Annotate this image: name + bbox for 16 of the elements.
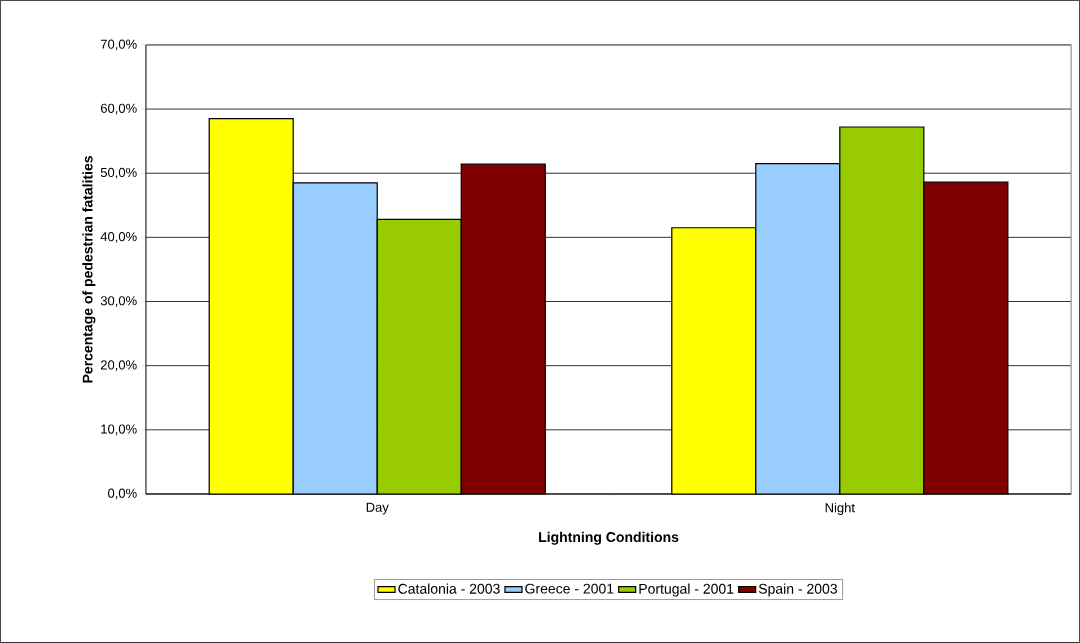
x-axis-title: Lightning Conditions <box>539 531 679 545</box>
y-tick-label: 20,0% <box>100 360 137 372</box>
y-tick-label: 10,0% <box>101 424 137 436</box>
x-tick-label: Night <box>825 502 855 515</box>
y-tick-label: 30,0% <box>100 296 137 307</box>
x-tick-label: Day <box>366 502 389 515</box>
y-axis-title: Percentage of pedestrian fatalities <box>82 156 96 383</box>
legend-label: Catalonia - 2003 <box>398 583 500 594</box>
y-tick-label: 50,0% <box>100 167 137 179</box>
legend-label: Spain - 2003 <box>758 583 837 597</box>
y-tick-label: 0,0% <box>108 488 137 500</box>
y-tick-label: 40,0% <box>100 232 137 243</box>
legend-label: Portugal - 2001 <box>639 583 734 597</box>
y-tick-label: 60,0% <box>100 103 137 115</box>
y-tick-label: 70,0% <box>100 39 137 51</box>
legend-label: Greece - 2001 <box>525 583 614 594</box>
